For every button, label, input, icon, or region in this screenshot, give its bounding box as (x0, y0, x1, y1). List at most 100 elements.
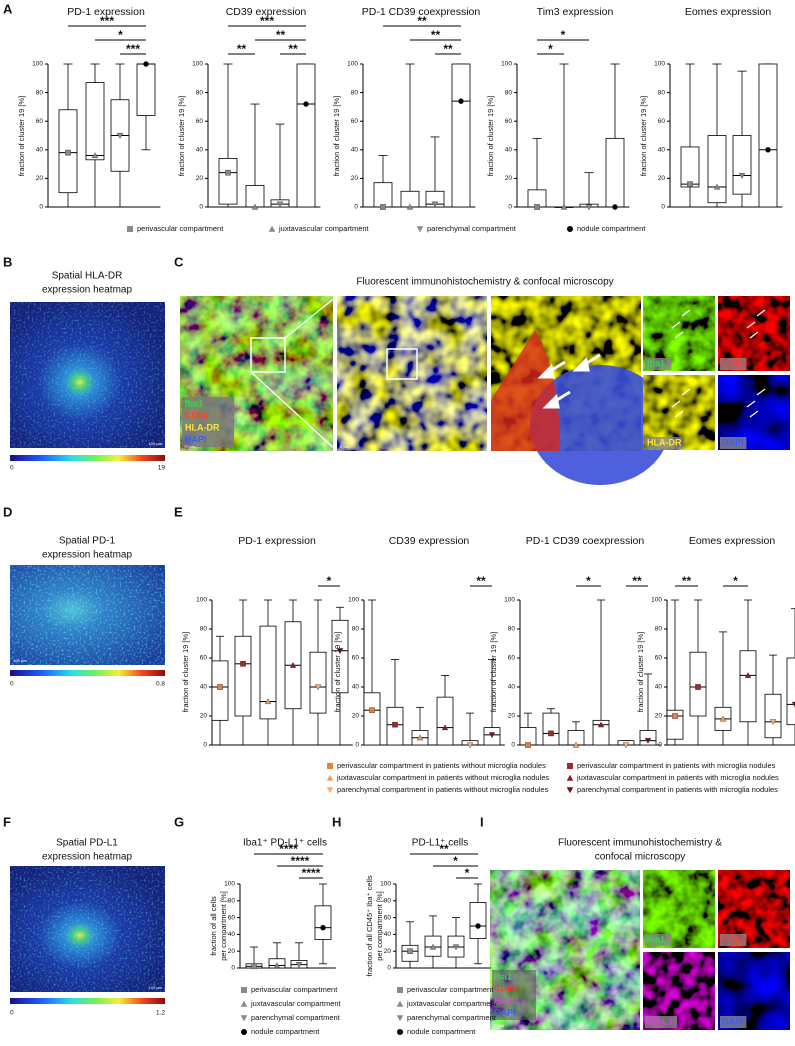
y-tick-label: 100 (504, 597, 515, 604)
y-axis-label: fraction of cluster 19 [%] (177, 96, 186, 176)
colorbar-label: 0.8 (156, 681, 165, 688)
chart-title: PD-1 CD39 coexpression (362, 6, 481, 18)
inset-label: DAPI (722, 437, 744, 447)
y-tick-label: 80 (200, 626, 208, 633)
microscopy-image (491, 296, 670, 485)
y-tick-label: 100 (224, 881, 235, 888)
y-tick-label: 80 (228, 898, 236, 905)
box (451, 63, 471, 208)
chart-title: CD39 expression (389, 535, 470, 547)
stain-label: CD8a (494, 983, 518, 993)
panel-title: expression heatmap (42, 285, 132, 296)
median-marker (314, 684, 322, 691)
panel-letter: B (3, 254, 12, 269)
legend-marker (241, 987, 247, 993)
box (786, 657, 795, 726)
median-marker (458, 98, 464, 104)
median-marker (273, 962, 281, 969)
stain-label: DAPI (494, 1007, 516, 1017)
legend-marker (566, 787, 574, 794)
significance-label: * (465, 866, 470, 880)
y-tick-label: 80 (352, 626, 360, 633)
legend-label: parenchymal compartment in patients with… (337, 785, 549, 794)
median-marker (534, 204, 540, 210)
box (605, 137, 625, 208)
heatmap-image (10, 565, 165, 665)
significance-label: ** (439, 842, 449, 856)
panel-letter: G (174, 814, 184, 829)
y-axis-label: fraction of cluster 19 [%] (17, 96, 26, 176)
label-background (720, 358, 747, 370)
inset-label: CD8a (722, 358, 746, 368)
significance-label: * (561, 28, 566, 42)
legend-marker (567, 226, 573, 232)
median-marker (264, 698, 272, 705)
y-tick-label: 60 (505, 118, 513, 125)
y-tick-label: 20 (384, 948, 392, 955)
panel-letter: E (174, 504, 183, 519)
legend-label: parenchymal compartment (407, 1013, 497, 1022)
median-marker (791, 701, 795, 708)
median-marker (416, 734, 424, 741)
median-marker (240, 661, 246, 667)
significance-label: ** (288, 42, 298, 56)
panel-letter: F (3, 814, 11, 829)
legend-label: perivascular compartment in patients wit… (337, 761, 546, 770)
label-background (720, 1016, 747, 1028)
y-tick-label: 20 (196, 175, 204, 182)
y-tick-label: 20 (228, 948, 236, 955)
legend-marker (268, 225, 276, 232)
significance-label: ** (632, 574, 642, 588)
y-tick-label: 60 (384, 914, 392, 921)
box (296, 63, 316, 208)
median-marker (622, 742, 630, 749)
legend-marker (397, 987, 403, 993)
label-background (645, 1016, 677, 1028)
significance-label: ** (276, 28, 286, 42)
y-tick-label: 40 (505, 147, 513, 154)
box (373, 182, 393, 208)
colorbar (10, 455, 165, 461)
label-background (720, 934, 747, 946)
box (218, 157, 238, 205)
y-tick-label: 40 (200, 684, 208, 691)
y-tick-label: 20 (505, 175, 513, 182)
chart-title: Tim3 expression (537, 6, 614, 18)
y-tick-label: 100 (501, 61, 512, 68)
median-marker (251, 963, 257, 970)
box (314, 905, 332, 940)
y-tick-label: 80 (36, 89, 44, 96)
median-marker (406, 203, 414, 210)
median-marker (276, 201, 284, 208)
y-tick-label: 100 (196, 597, 207, 604)
median-marker (466, 742, 474, 749)
y-axis-label: fraction of cluster 19 [%] (489, 632, 498, 712)
median-marker (719, 715, 727, 722)
legend-label: juxtavascular compartment (250, 999, 342, 1008)
y-tick-label: 40 (508, 684, 516, 691)
box (436, 696, 454, 746)
significance-label: ** (443, 42, 453, 56)
y-tick-label: 60 (196, 118, 204, 125)
chart-title: PD-1 expression (67, 6, 145, 18)
y-tick-label: 60 (200, 655, 208, 662)
y-tick-label: 0 (661, 204, 665, 211)
colorbar-label: 0 (10, 465, 14, 472)
panel-title: confocal microscopy (595, 852, 686, 863)
microscopy-inset (643, 870, 790, 1030)
legend-label: juxtavascular compartment in patients wi… (576, 773, 779, 782)
median-marker (303, 101, 309, 107)
median-marker (143, 61, 149, 67)
median-marker (744, 672, 752, 678)
median-marker (441, 724, 449, 731)
y-axis-label: fraction of cluster 19 [%] (486, 96, 495, 176)
colorbar-label: 0 (10, 681, 14, 688)
box (331, 619, 349, 694)
inset-label: HLA-DR (647, 437, 682, 447)
y-tick-label: 60 (655, 655, 663, 662)
stain-label: Iba1 (494, 971, 512, 981)
y-axis-label: fraction of cluster 19 [%] (636, 632, 645, 712)
median-marker (251, 203, 259, 210)
significance-label: ** (417, 14, 427, 28)
